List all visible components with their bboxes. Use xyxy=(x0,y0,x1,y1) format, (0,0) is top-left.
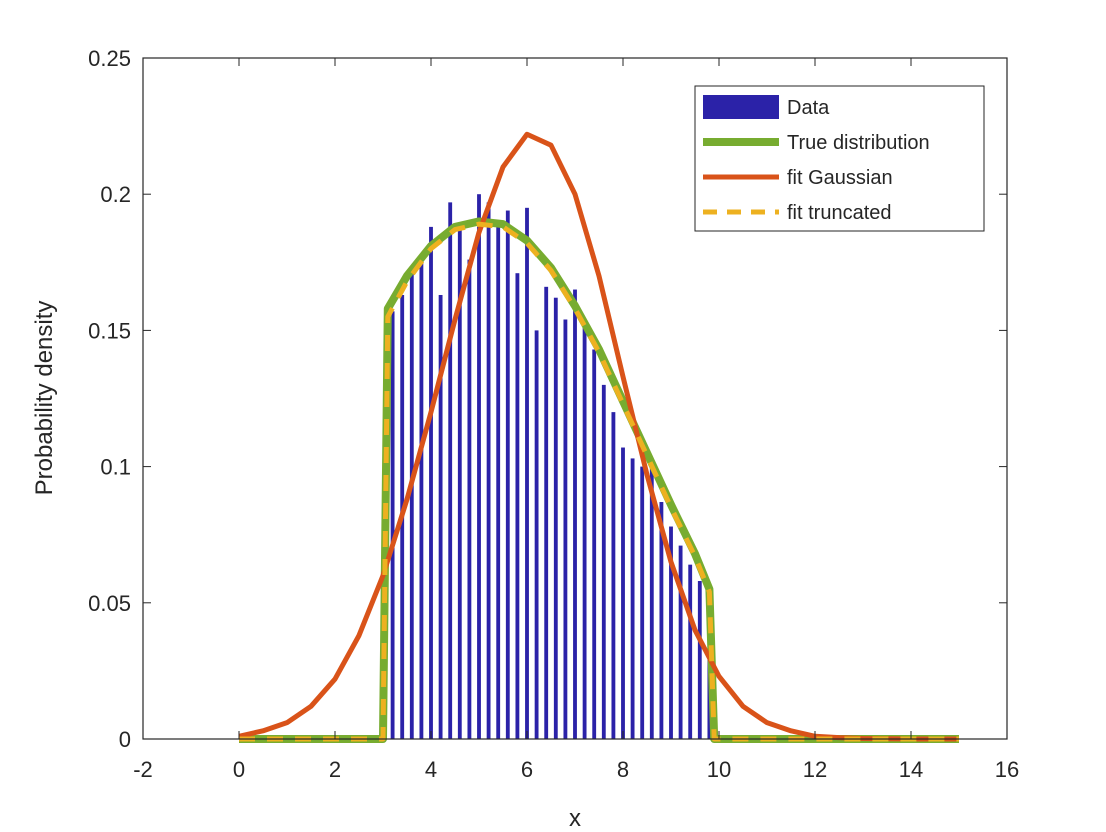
legend-label-data: Data xyxy=(787,97,830,119)
histogram-bar xyxy=(621,447,625,739)
histogram-bar xyxy=(697,581,702,739)
x-tick-label: 16 xyxy=(995,757,1019,782)
histogram-bar xyxy=(525,207,529,739)
series-line-fit-truncated xyxy=(239,221,959,742)
histogram-bar xyxy=(582,322,587,739)
y-axis-ticks: 0 0.05 0.1 0.15 0.2 0.25 xyxy=(88,46,1007,752)
histogram-bar xyxy=(505,210,510,740)
x-axis-ticks: -2 0 2 4 6 8 10 12 14 16 xyxy=(133,58,1019,782)
y-tick-label: 0 xyxy=(119,727,131,752)
histogram-bar xyxy=(438,294,443,739)
histogram-bar xyxy=(419,254,424,739)
histogram-bar xyxy=(669,526,673,739)
histogram-bar xyxy=(448,202,453,739)
legend: Data True distribution fit Gaussian fit tru… xyxy=(694,85,985,232)
x-tick-label: 0 xyxy=(233,757,245,782)
histogram-bar xyxy=(496,221,501,739)
histogram-bar xyxy=(630,458,635,739)
y-tick-label: 0.05 xyxy=(88,591,131,616)
x-tick-label: 10 xyxy=(707,757,731,782)
histogram-bar xyxy=(409,273,414,739)
y-tick-label: 0.15 xyxy=(88,318,131,343)
legend-label-fit-truncated: fit truncated xyxy=(787,202,892,224)
y-tick-label: 0.25 xyxy=(88,46,131,71)
x-tick-label: 14 xyxy=(899,757,923,782)
histogram-bar xyxy=(573,289,577,739)
x-tick-label: 4 xyxy=(425,757,437,782)
legend-swatch-data xyxy=(703,95,779,119)
histogram-bar xyxy=(534,330,539,739)
histogram-bar xyxy=(659,502,664,739)
histogram-bar xyxy=(467,259,472,739)
y-tick-label: 0.2 xyxy=(100,182,131,207)
histogram-bar xyxy=(429,226,433,739)
histogram-bar xyxy=(486,202,491,739)
histogram-bar xyxy=(592,349,597,739)
legend-label-true-distribution: True distribution xyxy=(787,132,930,154)
x-tick-label: -2 xyxy=(133,757,153,782)
histogram-bar xyxy=(640,466,645,739)
x-tick-label: 8 xyxy=(617,757,629,782)
histogram-bar xyxy=(457,226,462,739)
legend-label-fit-gaussian: fit Gaussian xyxy=(787,167,893,189)
histogram-bars xyxy=(390,194,712,740)
y-axis-label: Probability density xyxy=(31,301,58,496)
x-tick-label: 12 xyxy=(803,757,827,782)
histogram-bar xyxy=(601,384,606,739)
histogram-bar xyxy=(515,273,520,739)
histogram-bar xyxy=(563,319,568,739)
histogram-bar xyxy=(649,463,654,739)
histogram-bar xyxy=(390,311,395,739)
x-tick-label: 2 xyxy=(329,757,341,782)
histogram-bar xyxy=(611,412,616,739)
x-tick-label: 6 xyxy=(521,757,533,782)
y-tick-label: 0.1 xyxy=(100,455,131,480)
histogram-bar xyxy=(553,297,558,739)
histogram-bar xyxy=(477,194,481,739)
axes-box xyxy=(142,57,1008,740)
x-axis-label: x xyxy=(569,805,581,832)
histogram-bar xyxy=(688,564,693,739)
distribution-lines xyxy=(238,131,959,743)
histogram-bar xyxy=(678,545,683,739)
histogram-bar xyxy=(544,286,549,739)
